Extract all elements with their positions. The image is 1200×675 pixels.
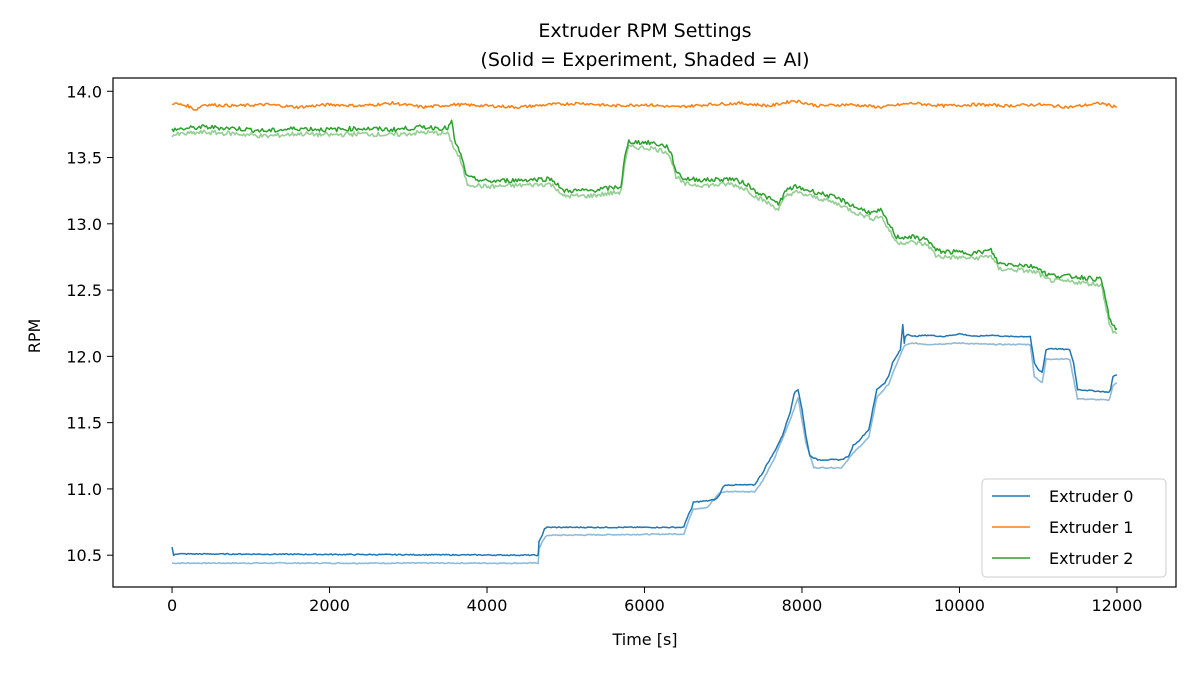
x-axis: 0 2000 4000 6000 8000 10000 12000: [167, 587, 1142, 615]
chart-title: Extruder RPM Settings (Solid = Experimen…: [480, 20, 809, 71]
x-tick-label: 6000: [624, 596, 665, 615]
y-tick-label: 13.0: [66, 215, 102, 234]
series-line-extruder-1-experiment: [172, 99, 1118, 111]
y-axis: 10.5 11.0 11.5 12.0 12.5 13.0 13.5 14.0: [66, 82, 113, 565]
legend-label-extruder-0: Extruder 0: [1049, 487, 1133, 506]
chart-title-line-1: Extruder RPM Settings: [538, 20, 751, 42]
x-tick-label: 12000: [1091, 596, 1142, 615]
y-tick-label: 10.5: [66, 546, 102, 565]
y-tick-label: 12.0: [66, 347, 102, 366]
y-tick-label: 14.0: [66, 82, 102, 101]
series-line-extruder-0-experiment: [171, 323, 1118, 557]
y-tick-label: 11.5: [66, 414, 102, 433]
y-tick-label: 11.0: [66, 480, 102, 499]
legend: Extruder 0 Extruder 1 Extruder 2: [981, 478, 1167, 578]
legend-label-extruder-1: Extruder 1: [1049, 518, 1133, 537]
y-tick-label: 12.5: [66, 281, 102, 300]
y-tick-label: 13.5: [66, 149, 102, 168]
series-line-extruder-2-ai: [171, 129, 1118, 335]
chart-title-line-2: (Solid = Experiment, Shaded = AI): [480, 49, 809, 71]
series-line-extruder-2-experiment: [171, 119, 1118, 331]
x-tick-label: 10000: [934, 596, 985, 615]
x-tick-label: 0: [167, 596, 177, 615]
series-line-extruder-0-ai: [172, 341, 1118, 565]
x-axis-label: Time [s]: [611, 630, 677, 649]
legend-frame: [981, 478, 1167, 578]
y-axis-label: RPM: [25, 319, 44, 354]
legend-label-extruder-2: Extruder 2: [1049, 549, 1133, 568]
plot-area: [171, 99, 1118, 565]
x-tick-label: 4000: [467, 596, 508, 615]
x-tick-label: 8000: [782, 596, 823, 615]
x-tick-label: 2000: [309, 596, 350, 615]
